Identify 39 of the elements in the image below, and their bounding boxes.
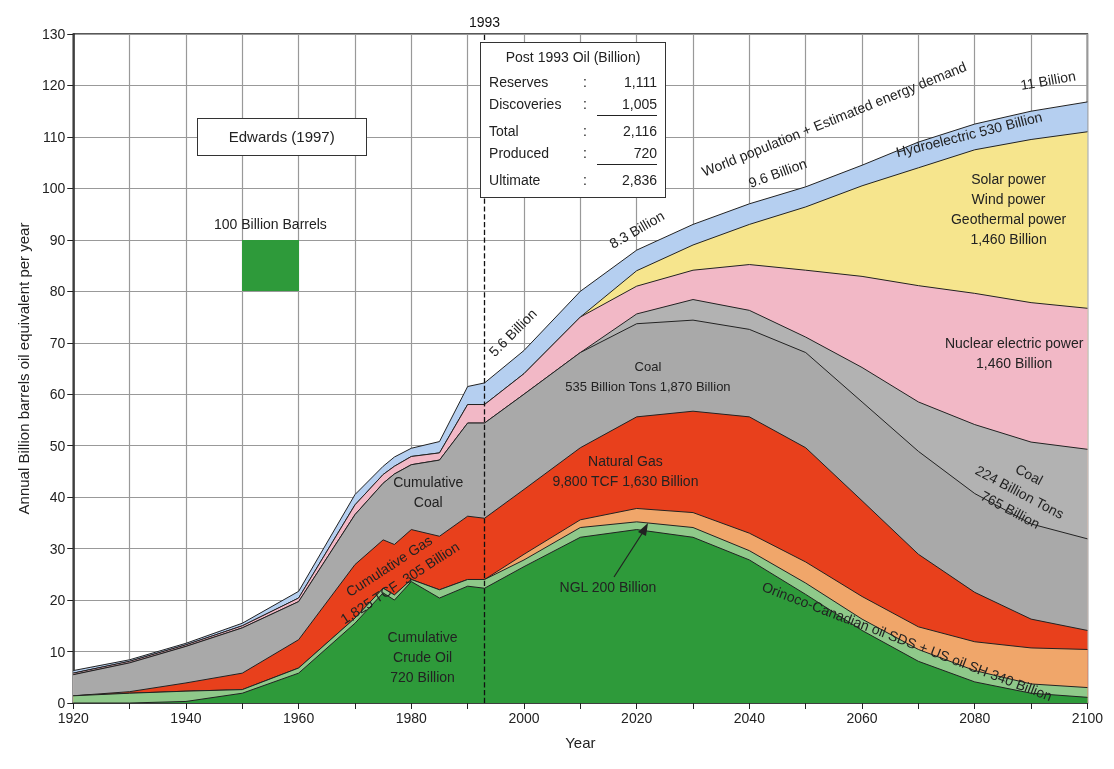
- y-tick-label: 110: [42, 128, 66, 145]
- y-tick-label: 40: [49, 489, 66, 506]
- y-tick-label: 130: [41, 26, 66, 42]
- annotation: Nuclear electric power 1,460 Billion: [944, 335, 1084, 372]
- x-tick-label: 2020: [621, 710, 653, 726]
- y-tick-label: 70: [49, 334, 66, 351]
- x-tick-label: 2080: [959, 710, 991, 726]
- ref-line-label: 1993: [468, 14, 501, 30]
- annotation: 100 Billion Barrels: [214, 216, 327, 233]
- x-axis-title: Year: [565, 734, 596, 751]
- y-tick-label: 10: [49, 643, 66, 660]
- annotation: Coal 535 Billion Tons 1,870 Billion: [565, 358, 731, 394]
- annotation: Natural Gas 9,800 TCF 1,630 Billion: [552, 453, 699, 490]
- y-tick-label: 0: [57, 695, 66, 711]
- y-tick-label: 20: [49, 592, 66, 609]
- y-tick-label: 100: [41, 180, 66, 197]
- y-axis-title: Annual Billion barrels oil equivalent per year: [15, 222, 32, 515]
- annotation: Cumulative Crude Oil 720 Billion: [387, 628, 458, 685]
- annotation: Cumulative Coal: [393, 474, 464, 511]
- annotation: Solar power Wind power Geothermal power 1,460 Billion: [950, 170, 1067, 247]
- y-tick-label: 60: [49, 386, 66, 403]
- annotation: NGL 200 Billion: [559, 578, 657, 595]
- table-box: Post 1993 Oil (Billion) Reserves : 1,111 Discoveries : 1,005 Total : 2,116 Produced : 720 Ultimate : 2,836: [480, 41, 667, 198]
- y-tick-label: 30: [49, 540, 66, 557]
- x-tick-label: 2000: [508, 710, 540, 726]
- y-tick-label: 50: [49, 437, 66, 454]
- annotation: Post 1993 Oil (Billion): [504, 48, 642, 65]
- annotation: 11 Billion: [1019, 67, 1077, 94]
- x-tick-label: 1980: [395, 710, 428, 726]
- y-tick-label: 80: [49, 283, 66, 300]
- x-tick-label: 2060: [846, 710, 878, 726]
- x-tick-label: 1960: [283, 710, 315, 726]
- x-tick-label: 2100: [1071, 710, 1104, 726]
- y-tick-label: 90: [49, 231, 66, 248]
- x-tick-label: 1920: [57, 710, 90, 726]
- x-tick-label: 1940: [170, 710, 202, 726]
- y-tick-label: 120: [41, 77, 66, 94]
- x-tick-label: 2040: [733, 710, 766, 726]
- note-box: Edwards (1997): [196, 117, 367, 156]
